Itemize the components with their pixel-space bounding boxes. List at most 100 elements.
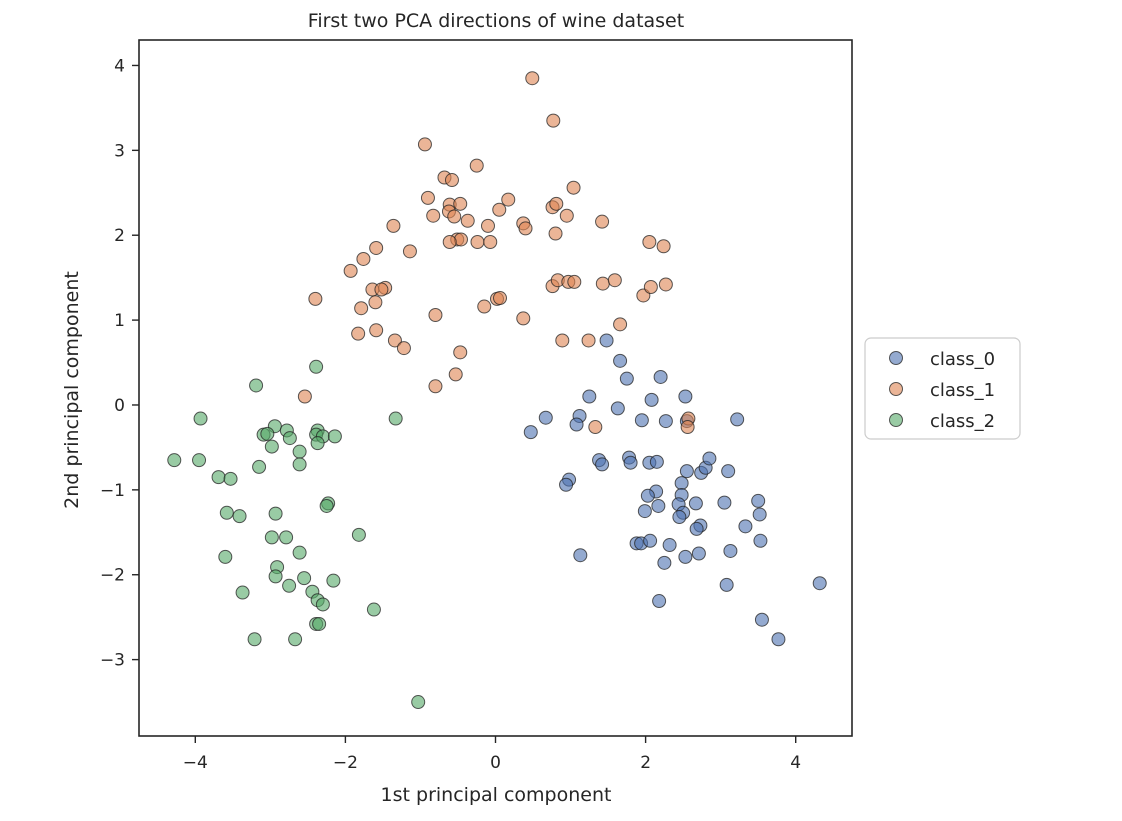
data-point — [252, 459, 267, 474]
data-point — [388, 411, 403, 426]
data-point — [771, 632, 786, 647]
y-tick-label: 1 — [114, 311, 125, 331]
data-point — [219, 505, 234, 520]
x-tick-label: −4 — [183, 753, 208, 773]
legend-marker — [889, 351, 903, 365]
data-point — [356, 251, 371, 266]
data-point — [192, 453, 207, 468]
data-point — [235, 585, 250, 600]
data-point — [566, 180, 581, 195]
data-point — [326, 573, 341, 588]
data-point — [651, 498, 666, 513]
data-point — [297, 571, 312, 586]
data-point — [680, 420, 695, 435]
data-point — [717, 495, 732, 510]
data-point — [595, 214, 610, 229]
data-point — [442, 235, 457, 250]
data-point — [453, 196, 468, 211]
data-point — [634, 413, 649, 428]
data-point — [678, 389, 693, 404]
data-point — [369, 323, 384, 338]
y-axis-title: 2nd principal component — [61, 271, 83, 509]
x-tick-label: 4 — [790, 753, 801, 773]
data-point — [652, 594, 667, 609]
legend-box — [864, 337, 1021, 440]
data-point — [607, 273, 622, 288]
data-point — [643, 279, 658, 294]
data-point — [559, 208, 574, 223]
data-point — [268, 506, 283, 521]
data-point — [623, 455, 638, 470]
data-point — [453, 232, 468, 247]
data-point — [492, 202, 507, 217]
data-point — [656, 239, 671, 254]
data-point — [613, 353, 628, 368]
data-point — [569, 417, 584, 432]
data-point — [723, 543, 738, 558]
data-point — [658, 277, 673, 292]
data-point — [426, 208, 441, 223]
data-point — [477, 299, 492, 314]
data-point — [674, 476, 689, 491]
y-tick-label: 0 — [114, 396, 125, 416]
data-point — [292, 457, 307, 472]
data-point — [812, 576, 827, 591]
data-point — [567, 274, 582, 289]
data-point — [649, 454, 664, 469]
data-point — [374, 282, 389, 297]
data-point — [688, 496, 703, 511]
data-point — [573, 548, 588, 563]
data-point — [282, 431, 297, 446]
data-point — [751, 493, 766, 508]
y-tick-label: −3 — [100, 651, 125, 671]
data-point — [613, 317, 628, 332]
data-point — [420, 190, 435, 205]
data-point — [417, 137, 432, 152]
data-point — [555, 333, 570, 348]
data-point — [297, 389, 312, 404]
data-point — [386, 218, 401, 233]
data-point — [721, 464, 736, 479]
y-tick-label: −2 — [100, 566, 125, 586]
legend: class_0 class_1 class_2 — [864, 337, 1021, 440]
data-point — [753, 533, 768, 548]
data-point — [644, 392, 659, 407]
data-point — [619, 371, 634, 386]
data-point — [525, 71, 540, 86]
data-point — [719, 577, 734, 592]
data-point — [516, 311, 531, 326]
data-point — [581, 333, 596, 348]
data-point — [538, 410, 553, 425]
data-point — [730, 412, 745, 427]
data-point — [582, 389, 597, 404]
data-point — [691, 546, 706, 561]
data-point — [448, 367, 463, 382]
data-point — [483, 235, 498, 250]
data-point — [523, 425, 538, 440]
x-tick-label: 0 — [490, 753, 501, 773]
data-point — [351, 326, 366, 341]
data-point — [282, 578, 297, 593]
data-point — [595, 276, 610, 291]
chart-title: First two PCA directions of wine dataset — [308, 10, 684, 32]
y-tick-label: 4 — [114, 56, 125, 76]
data-point — [368, 295, 383, 310]
data-point — [218, 549, 233, 564]
legend-label: class_1 — [930, 380, 995, 401]
y-tick-label: 2 — [114, 226, 125, 246]
data-point — [679, 464, 694, 479]
data-point — [308, 291, 323, 306]
data-point — [548, 226, 563, 241]
data-point — [264, 530, 279, 545]
data-point — [657, 555, 672, 570]
data-point — [369, 240, 384, 255]
data-points — [167, 71, 827, 710]
data-point — [292, 545, 307, 560]
x-axis-title: 1st principal component — [381, 784, 612, 806]
data-point — [653, 369, 668, 384]
data-point — [327, 429, 342, 444]
data-point — [546, 113, 561, 128]
data-point — [292, 444, 307, 459]
data-point — [672, 510, 687, 525]
